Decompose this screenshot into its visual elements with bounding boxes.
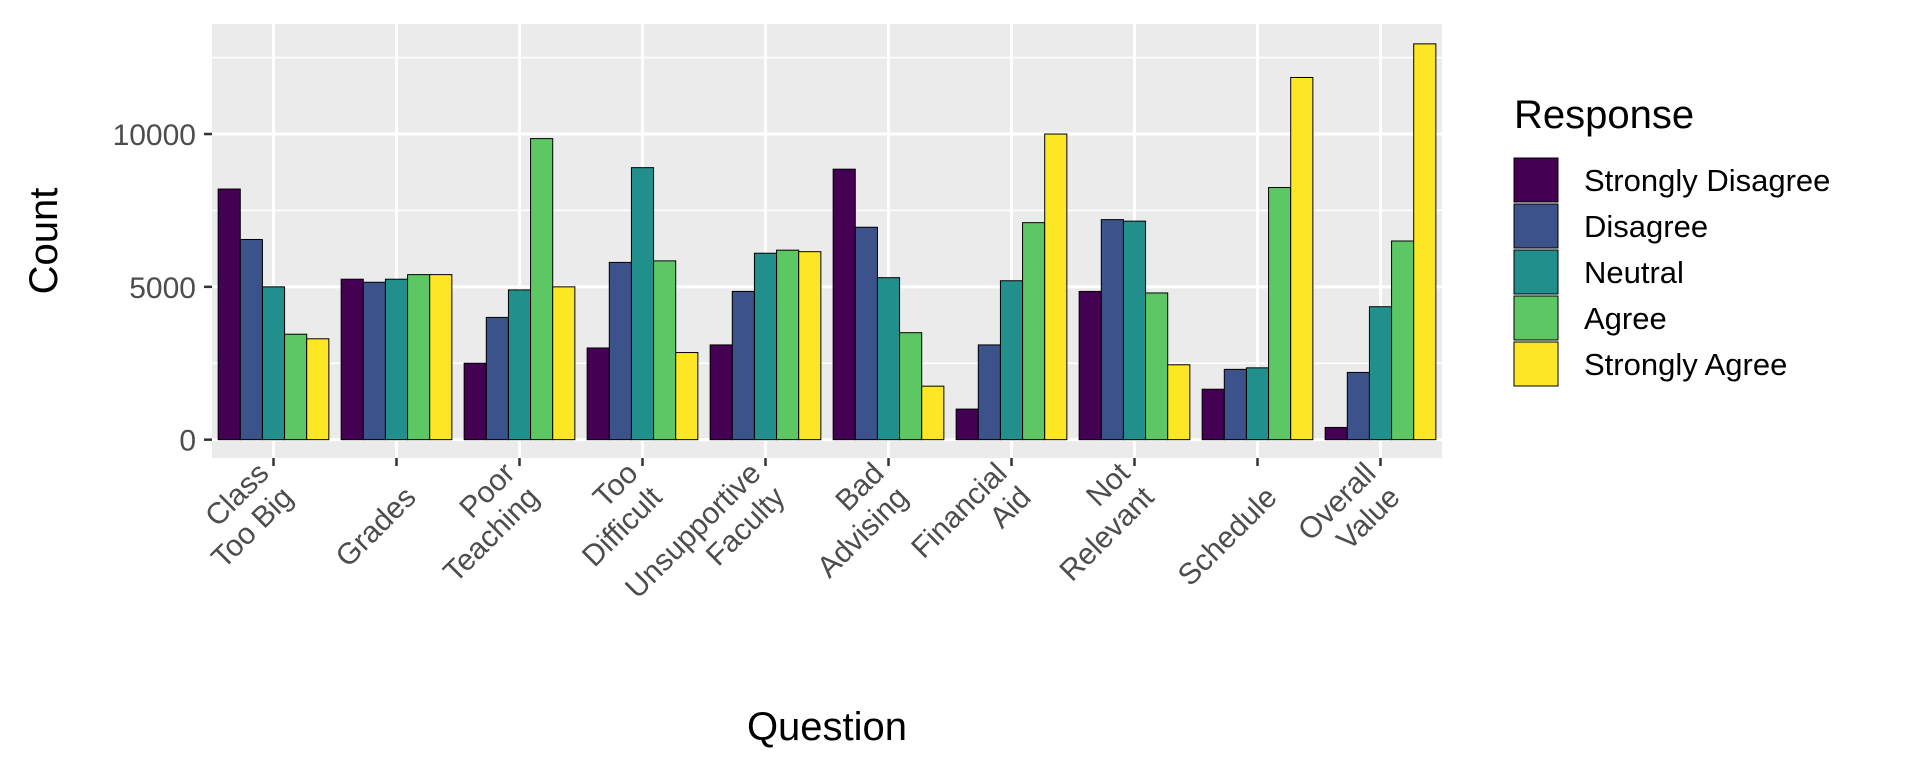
legend-label: Strongly Disagree [1584,163,1830,198]
bar [999,280,1024,441]
x-tick-label: NotRelevant [1029,456,1161,588]
x-axis-title: Question [747,705,907,749]
x-tick-label: OverallValue [1292,457,1407,572]
bar [1022,222,1046,441]
bar [1078,290,1102,441]
x-tick-label: Schedule [1172,481,1284,593]
y-tick-label: 5000 [129,272,196,305]
bar [854,226,878,441]
bar [1167,364,1191,441]
bar [1268,187,1292,441]
bar [586,347,610,441]
bar [429,274,453,441]
bar [731,290,755,441]
bar [798,251,822,441]
x-tick-label: PoorTeaching [413,457,545,589]
bar [1290,76,1314,441]
bar [1346,371,1370,441]
bar [384,278,409,441]
bar [955,408,979,441]
bar [217,188,241,441]
bar [1145,292,1169,441]
bar [977,344,1001,441]
bar [1100,219,1124,441]
bar [552,286,576,441]
x-axis: ClassToo Big Grades PoorTeaching TooDifficu… [181,456,1407,605]
bars [217,43,1437,441]
bar [261,286,286,441]
bar [630,167,655,441]
y-tick-label: 10000 [113,119,196,152]
bar [675,352,699,441]
bar [507,289,532,441]
bar [608,261,632,441]
legend-label: Agree [1584,301,1667,336]
bar [1324,426,1348,441]
bar [485,316,509,441]
bar [1223,368,1247,441]
bar [1368,306,1393,441]
bar [1245,367,1270,441]
bar [407,274,431,441]
bar [1044,133,1068,441]
legend-label: Disagree [1584,209,1708,244]
bar [239,238,263,441]
bar [463,362,487,441]
bar [776,249,800,441]
bar [362,281,386,441]
bar [653,260,677,441]
y-axis: 0 5000 10000 [113,119,212,458]
legend-key [1513,341,1559,387]
bar [284,333,308,441]
legend: Response Strongly Disagree Disagree Neutra… [1513,93,1830,387]
bar [876,277,901,441]
legend-label: Strongly Agree [1584,347,1787,382]
bar [832,168,856,441]
y-axis-title: Count [22,188,66,295]
bar [899,332,923,441]
legend-label: Neutral [1584,255,1684,290]
bar [753,252,778,441]
x-tick-label: FinancialAid [905,457,1037,589]
bar [921,385,945,441]
legend-title: Response [1514,93,1694,137]
bar [1413,43,1437,441]
legend-key [1513,203,1559,249]
bar [1391,240,1415,441]
bar [1122,220,1147,441]
bar [340,278,364,441]
legend-key [1513,249,1559,295]
legend-key [1513,157,1559,203]
bar [1201,388,1225,441]
y-tick-label: 0 [179,425,196,458]
bar [306,338,330,441]
legend-key [1513,295,1559,341]
x-tick-label: ClassToo Big [181,457,299,575]
bar [530,138,554,441]
bar [709,344,733,441]
x-tick-label: Grades [330,481,423,574]
x-tick-label: BadAdvising [787,457,915,585]
